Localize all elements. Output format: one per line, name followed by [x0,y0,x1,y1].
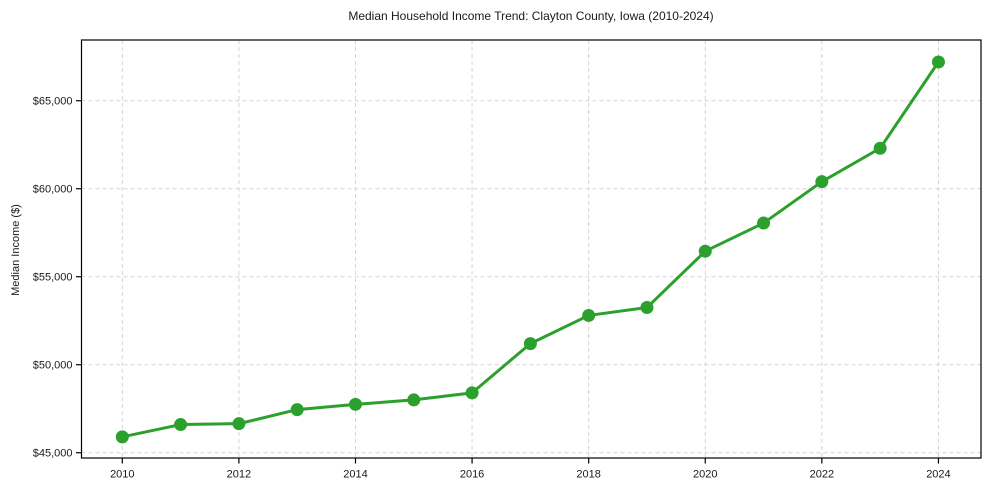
data-point-marker [757,216,771,230]
data-point-marker [115,430,129,444]
data-point-marker [582,308,596,322]
y-tick-label: $45,000 [33,448,73,460]
y-tick-label: $65,000 [33,96,73,108]
x-tick-label: 2020 [693,469,717,481]
data-point-marker [931,55,945,69]
x-tick-label: 2018 [576,469,600,481]
data-point-marker [640,301,654,315]
y-tick-label: $50,000 [33,360,73,372]
data-point-marker [407,393,421,407]
x-tick-label: 2010 [110,469,134,481]
x-tick-label: 2014 [343,469,367,481]
x-tick-label: 2024 [926,469,950,481]
x-tick-label: 2022 [810,469,834,481]
data-point-marker [348,397,362,411]
chart-title: Median Household Income Trend: Clayton C… [348,9,714,23]
data-point-marker [698,244,712,258]
plot-frame [80,39,982,459]
x-tick-label: 2012 [227,469,251,481]
x-tick-label: 2016 [460,469,484,481]
data-point-marker [232,417,246,431]
y-tick-label: $55,000 [33,272,73,284]
data-point-marker [174,418,188,432]
data-point-marker [465,386,479,400]
data-point-marker [873,141,887,155]
data-line [120,60,940,439]
data-point-marker [290,403,304,417]
data-point-marker [523,337,537,351]
data-point-marker [815,175,829,189]
y-tick-label: $60,000 [33,184,73,196]
